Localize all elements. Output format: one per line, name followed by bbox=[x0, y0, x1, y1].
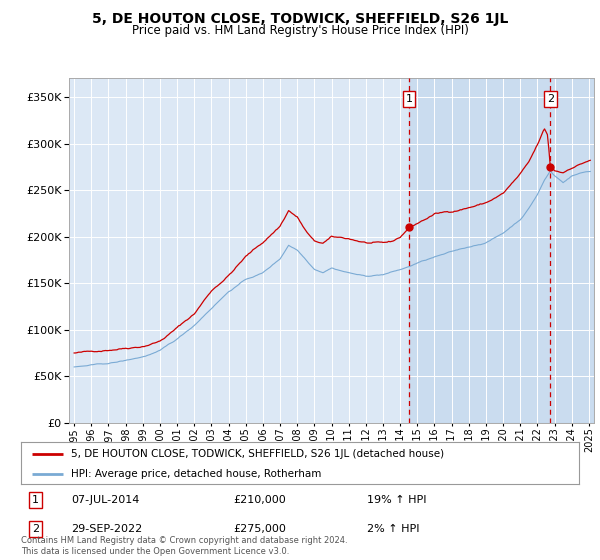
Text: £210,000: £210,000 bbox=[233, 495, 286, 505]
Text: 1: 1 bbox=[32, 495, 39, 505]
Text: £275,000: £275,000 bbox=[233, 524, 286, 534]
Text: 2: 2 bbox=[32, 524, 39, 534]
Text: 29-SEP-2022: 29-SEP-2022 bbox=[71, 524, 142, 534]
Text: 5, DE HOUTON CLOSE, TODWICK, SHEFFIELD, S26 1JL (detached house): 5, DE HOUTON CLOSE, TODWICK, SHEFFIELD, … bbox=[71, 449, 445, 459]
Bar bbox=[409, 78, 594, 423]
Text: Contains HM Land Registry data © Crown copyright and database right 2024.
This d: Contains HM Land Registry data © Crown c… bbox=[21, 536, 347, 556]
Text: 2: 2 bbox=[547, 94, 554, 104]
Text: 5, DE HOUTON CLOSE, TODWICK, SHEFFIELD, S26 1JL: 5, DE HOUTON CLOSE, TODWICK, SHEFFIELD, … bbox=[92, 12, 508, 26]
Text: Price paid vs. HM Land Registry's House Price Index (HPI): Price paid vs. HM Land Registry's House … bbox=[131, 24, 469, 37]
Text: 1: 1 bbox=[406, 94, 413, 104]
Text: 07-JUL-2014: 07-JUL-2014 bbox=[71, 495, 140, 505]
Text: 2% ↑ HPI: 2% ↑ HPI bbox=[367, 524, 419, 534]
Text: 19% ↑ HPI: 19% ↑ HPI bbox=[367, 495, 427, 505]
Text: HPI: Average price, detached house, Rotherham: HPI: Average price, detached house, Roth… bbox=[71, 469, 322, 479]
